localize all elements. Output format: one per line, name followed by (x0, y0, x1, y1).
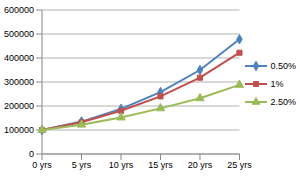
svg-text:0: 0 (29, 149, 34, 159)
html-text:1%: 1% (270, 79, 284, 89)
svg-text:0 yrs: 0 yrs (32, 160, 52, 170)
svg-text:500000: 500000 (8, 29, 34, 39)
svg-text:100000: 100000 (8, 125, 34, 135)
svg-text:15 yrs: 15 yrs (148, 160, 173, 170)
svg-text:20 yrs: 20 yrs (188, 160, 213, 170)
svg-text:600000: 600000 (8, 5, 34, 15)
svg-text:5 yrs: 5 yrs (72, 160, 92, 170)
html-text:2.50%: 2.50% (270, 97, 296, 107)
svg-text:400000: 400000 (8, 53, 34, 63)
html-text:0.50%: 0.50% (270, 61, 296, 71)
svg-text:300000: 300000 (8, 77, 34, 87)
svg-text:25 yrs: 25 yrs (227, 160, 252, 170)
svg-text:200000: 200000 (8, 101, 34, 111)
svg-text:10 yrs: 10 yrs (109, 160, 134, 170)
